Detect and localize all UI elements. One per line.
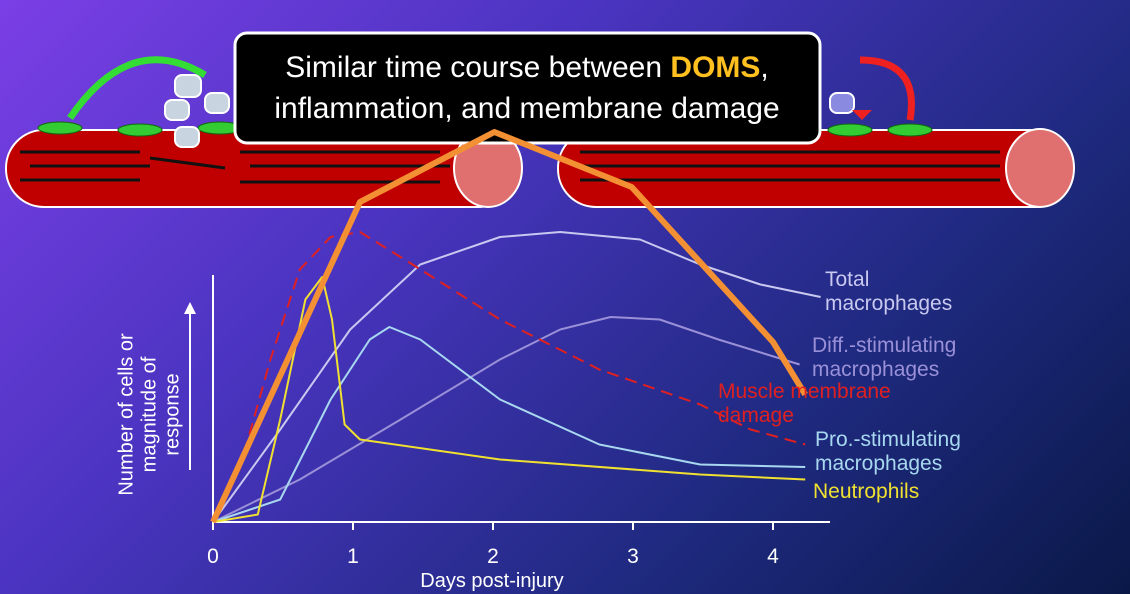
series-label: Muscle membrane damage (718, 380, 891, 427)
callout-highlight: DOMS (670, 51, 760, 84)
callout-text: , (760, 51, 768, 84)
x-tick-label: 3 (627, 545, 639, 568)
callout-line1: Similar time course between DOMS, (285, 51, 769, 84)
x-tick-label: 2 (487, 545, 499, 568)
series-line (212, 316, 800, 523)
x-tick-label: 0 (207, 545, 219, 568)
series-line (212, 231, 806, 523)
series-label: Neutrophils (813, 480, 920, 503)
series-label: Diff.-stimulating macrophages (812, 334, 957, 381)
callout: Similar time course between DOMS, inflam… (233, 31, 822, 145)
y-arrow-head (184, 302, 196, 314)
x-tick-label: 1 (347, 545, 359, 568)
x-axis-label: Days post-injury (420, 570, 564, 592)
callout-line2: inflammation, and membrane damage (274, 92, 779, 125)
series-label: Total macrophages (825, 268, 953, 315)
series-line (212, 326, 806, 523)
series-line (212, 231, 821, 523)
callout-text: Similar time course between (285, 51, 662, 84)
series-line (212, 276, 806, 523)
x-tick-label: 4 (767, 545, 779, 568)
series-label: Pro.-stimulating macrophages (815, 428, 961, 475)
y-axis-label: Number of cells or magnitude of response (115, 333, 184, 496)
series-line (210, 129, 808, 524)
muscle-illustration (5, 56, 1075, 208)
